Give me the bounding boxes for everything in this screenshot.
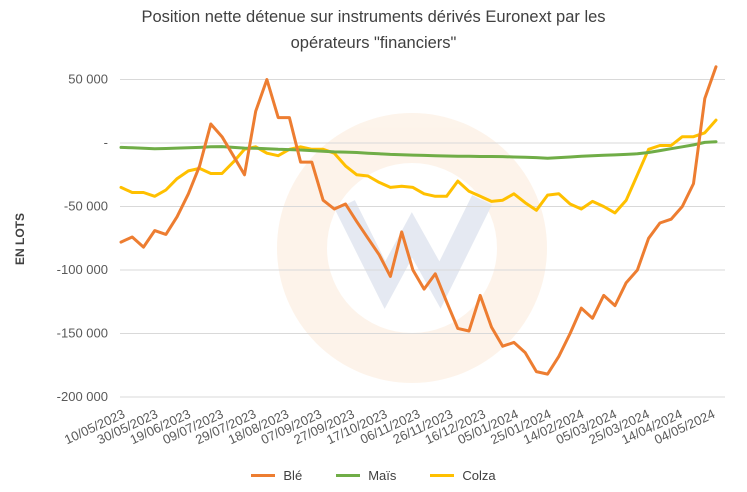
legend-swatch-ble xyxy=(251,474,276,477)
y-tick-label: -150 000 xyxy=(57,326,108,341)
chart-title-line-2: opérateurs "financiers" xyxy=(290,34,457,52)
y-tick-label: -100 000 xyxy=(57,262,108,277)
legend-label-mais: Maïs xyxy=(368,468,397,483)
legend-label-ble: Blé xyxy=(283,468,303,483)
legend-item-ble: Blé xyxy=(251,468,302,483)
legend-swatch-colza xyxy=(430,474,455,477)
y-tick-label: 50 000 xyxy=(68,72,108,87)
series-line-colza xyxy=(119,118,718,215)
y-tick-label: - xyxy=(104,135,108,150)
watermark-logo xyxy=(277,113,547,383)
legend-label-colza: Colza xyxy=(462,468,496,483)
series-line-mais xyxy=(119,140,718,160)
legend-swatch-mais xyxy=(336,474,361,477)
legend-item-colza: Colza xyxy=(430,468,496,483)
legend-item-mais: Maïs xyxy=(336,468,396,483)
y-tick-label: -200 000 xyxy=(57,389,108,404)
chart-title-line-1: Position nette détenue sur instruments d… xyxy=(141,8,606,26)
series-line-ble xyxy=(119,65,718,376)
legend: Blé Maïs Colza xyxy=(0,468,747,483)
y-tick-label: -50 000 xyxy=(64,199,108,214)
